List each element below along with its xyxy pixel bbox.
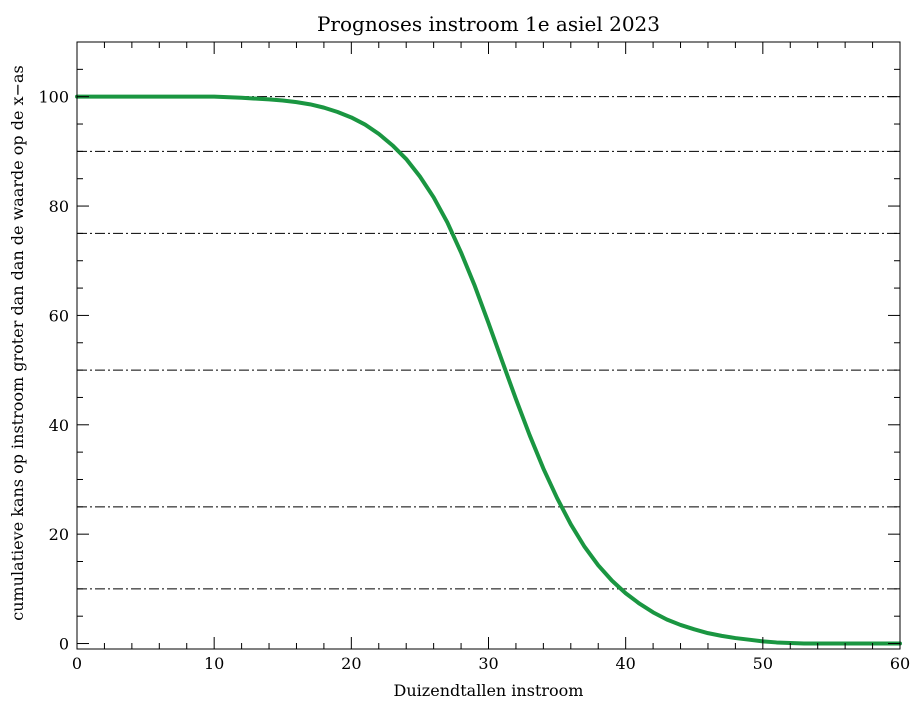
tick-labels: 0 10 20 30 40 50 60 0 20 40 60 80 100 xyxy=(38,88,910,673)
y-tick-label: 60 xyxy=(49,306,69,325)
x-tick-label: 50 xyxy=(753,654,773,673)
y-tick-label: 40 xyxy=(49,416,69,435)
x-tick-label: 60 xyxy=(890,654,910,673)
reference-lines xyxy=(77,96,900,590)
chart-title: Prognoses instroom 1e asiel 2023 xyxy=(317,12,660,36)
y-axis-label: cumulatieve kans op instroom groter dan … xyxy=(8,65,27,621)
x-axis-label: Duizendtallen instroom xyxy=(394,681,584,700)
y-tick-label: 20 xyxy=(49,525,69,544)
series-line xyxy=(75,94,902,646)
x-tick-label: 30 xyxy=(478,654,498,673)
y-tick-label: 80 xyxy=(49,197,69,216)
x-tick-label: 10 xyxy=(204,654,224,673)
x-tick-label: 20 xyxy=(341,654,361,673)
x-tick-label: 0 xyxy=(72,654,82,673)
y-tick-label: 100 xyxy=(38,88,69,107)
axis-ticks xyxy=(76,41,901,649)
y-tick-label: 0 xyxy=(59,635,69,654)
x-tick-label: 40 xyxy=(615,654,635,673)
